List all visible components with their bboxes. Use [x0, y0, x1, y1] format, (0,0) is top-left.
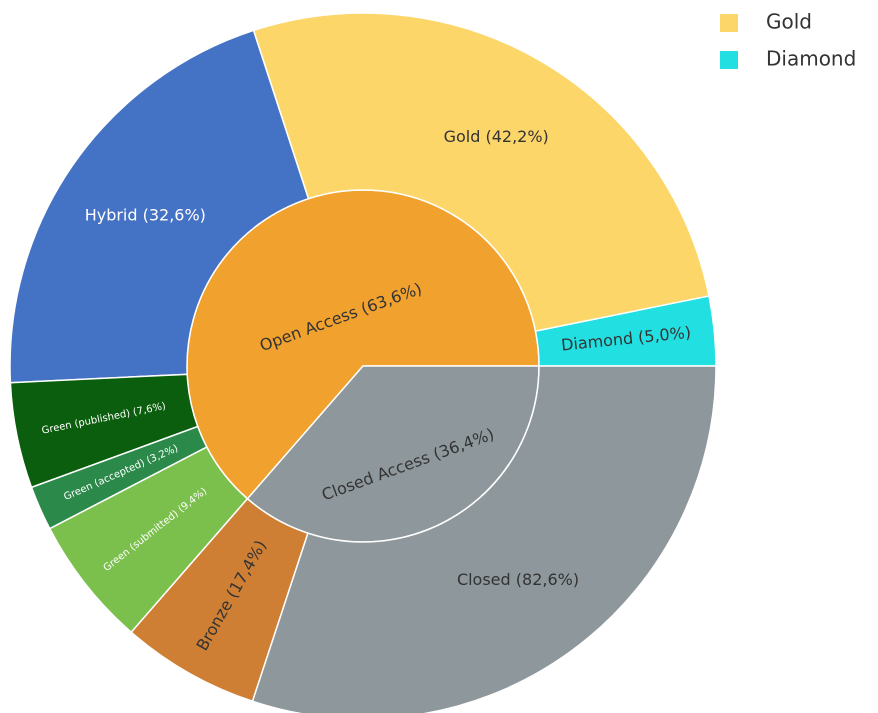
segment-label: Hybrid (32,6%)	[85, 205, 206, 224]
outer-segment	[252, 12, 710, 332]
legend-swatch	[720, 51, 738, 69]
segment-label: Closed (82,6%)	[457, 570, 579, 589]
legend-swatch	[720, 14, 738, 32]
outer-segment	[9, 29, 310, 384]
legend-label: Diamond	[766, 47, 856, 71]
segment-label: Gold (42,2%)	[444, 127, 549, 146]
legend-label: Gold	[766, 10, 812, 34]
outer-segment	[251, 365, 717, 713]
